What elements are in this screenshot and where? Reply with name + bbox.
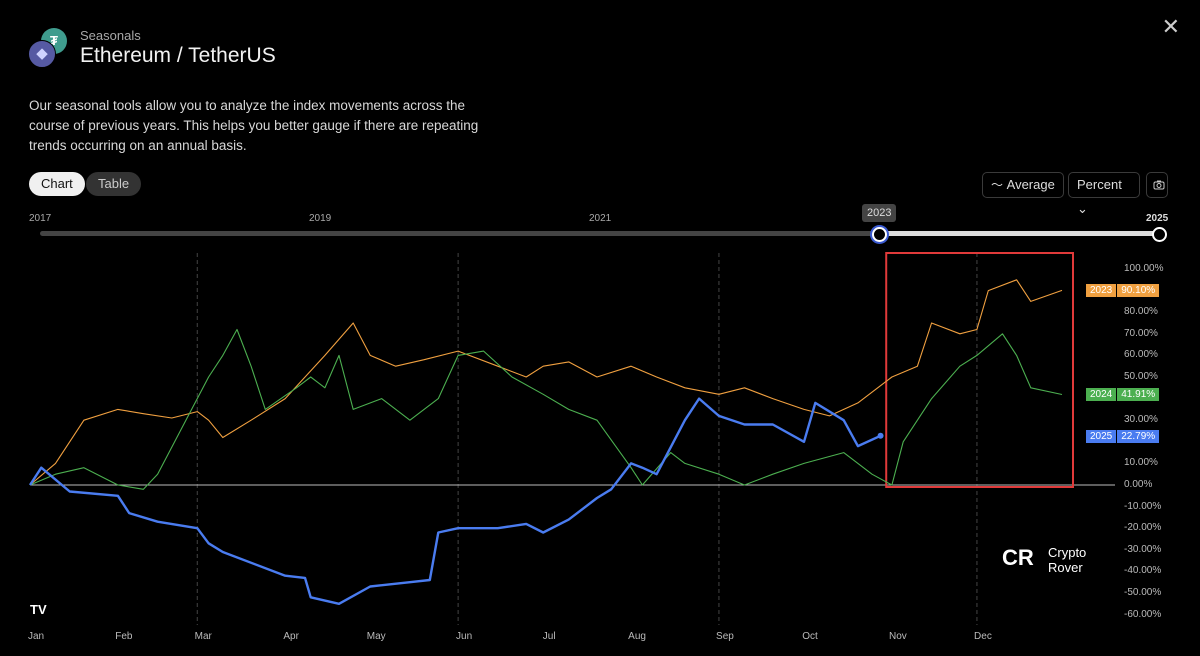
range-end-handle[interactable]: [1152, 227, 1167, 242]
section-label: Seasonals: [80, 28, 141, 43]
close-icon[interactable]: ✕: [1161, 14, 1180, 39]
y-tick-label: 50.00%: [1124, 371, 1158, 382]
watermark-line2: Rover: [1048, 560, 1083, 575]
series-value-tag-2023: 2023 90.10%: [1086, 284, 1160, 298]
range-start-handle[interactable]: [872, 227, 887, 242]
series-value-tag-2024: 2024 41.91%: [1086, 388, 1160, 402]
units-label: Percent: [1077, 177, 1122, 192]
y-tick-label: 0.00%: [1124, 479, 1153, 490]
series-last-value: 41.91%: [1117, 388, 1160, 402]
y-tick-label: 70.00%: [1124, 327, 1158, 339]
units-dropdown[interactable]: Percent ⌄: [1068, 172, 1140, 216]
screenshot-button[interactable]: [1146, 172, 1168, 198]
tradingview-logo: TV: [30, 602, 47, 617]
trend-line-icon: 〜: [991, 178, 1004, 192]
tab-table[interactable]: Table: [86, 172, 142, 196]
slider-label-2019: 2019: [309, 213, 332, 224]
average-label: Average: [1006, 177, 1055, 192]
camera-icon: [1153, 180, 1165, 190]
y-tick-label: -50.00%: [1124, 587, 1162, 598]
y-tick-label: -20.00%: [1124, 522, 1162, 534]
slider-label-2021: 2021: [589, 213, 612, 224]
series-last-value: 90.10%: [1117, 284, 1160, 298]
range-slider-selection[interactable]: [879, 231, 1160, 236]
page-title: Ethereum / TetherUS: [80, 44, 276, 67]
x-tick-label: Jan: [27, 631, 45, 642]
y-tick-label: -60.00%: [1124, 608, 1162, 620]
y-tick-label: -30.00%: [1124, 543, 1162, 555]
series-year-label: 2025: [1086, 429, 1117, 443]
y-tick-label: -40.00%: [1124, 565, 1162, 577]
x-tick-label: Jun: [456, 631, 473, 642]
watermark-line1: Crypto: [1048, 545, 1087, 560]
y-tick-label: -10.00%: [1124, 500, 1162, 512]
crypto-rover-logo: CR: [1002, 545, 1034, 570]
y-tick-label: 80.00%: [1124, 306, 1158, 318]
series-value-tag-2025: 2025 22.79%: [1086, 429, 1160, 443]
highlight-box: [885, 252, 1074, 488]
x-tick-label: Apr: [283, 631, 299, 642]
range-slider-track[interactable]: [40, 231, 1160, 236]
y-tick-label: 100.00%: [1124, 263, 1164, 274]
slider-label-2017: 2017: [29, 213, 52, 224]
series-line-2024: [29, 328, 1063, 490]
x-tick-label: Sep: [716, 631, 734, 642]
x-tick-label: Nov: [888, 631, 907, 642]
x-tick-label: Oct: [802, 631, 818, 642]
slider-tooltip: 2023: [862, 204, 897, 222]
description: Our seasonal tools allow you to analyze …: [29, 98, 479, 153]
y-tick-label: 60.00%: [1124, 349, 1158, 361]
ethereum-icon: ◆: [28, 40, 56, 68]
x-tick-label: Dec: [974, 631, 992, 642]
watermark-text: Crypto Rover: [1048, 545, 1086, 575]
tab-chart[interactable]: Chart: [29, 172, 85, 196]
y-tick-label: 10.00%: [1124, 457, 1158, 469]
x-tick-label: Aug: [628, 631, 646, 642]
average-button[interactable]: 〜 Average: [982, 172, 1064, 198]
x-tick-label: May: [366, 631, 386, 642]
x-tick-label: Mar: [194, 631, 212, 642]
series-line-2023: [29, 279, 1063, 486]
x-tick-label: Feb: [115, 631, 133, 642]
series-endpoint-2025: [877, 432, 884, 439]
series-line-2025: [28, 397, 881, 605]
series-year-label: 2024: [1086, 388, 1117, 402]
slider-label-2025: 2025: [1146, 213, 1169, 224]
pair-logo: ₮ ◆: [26, 28, 72, 68]
y-tick-label: 30.00%: [1124, 414, 1158, 426]
chevron-down-icon: ⌄: [1077, 201, 1088, 216]
series-last-value: 22.79%: [1117, 429, 1160, 443]
x-tick-label: Jul: [542, 631, 556, 642]
series-year-label: 2023: [1086, 284, 1117, 298]
